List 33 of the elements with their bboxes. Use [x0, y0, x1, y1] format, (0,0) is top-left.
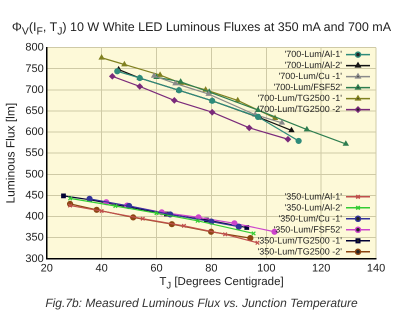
y-tick-label: 400 [25, 210, 44, 223]
legend-label: '700-Lum/Cu -1' [278, 71, 342, 82]
legend-label: '700-Lum/Al-2' [284, 60, 342, 70]
y-tick-label: 800 [25, 42, 44, 54]
legend-label: '700-Lum/FSF52' [274, 82, 342, 92]
legend-label: '350-Lum/Al-1' [284, 191, 342, 202]
legend-label: '350-Lum/Cu -1' [278, 213, 342, 224]
legend-label: '350-Lum/TG2500 -2' [258, 246, 342, 256]
y-tick-label: 550 [25, 147, 44, 160]
y-tick-label: 700 [25, 84, 44, 96]
legend-label: '350-Lum/FSF52' [274, 224, 342, 234]
y-axis-title: Luminous Flux [lm] [4, 102, 18, 204]
x-tick-label: 40 [96, 262, 108, 274]
y-tick-label: 750 [25, 62, 44, 75]
x-tick-label: 80 [205, 262, 218, 274]
x-axis-title: T$_{J}$ [Degrees Centigrade] [158, 276, 285, 292]
legend-label: '350-Lum/Al-2' [284, 202, 342, 212]
x-tick-label: 20 [40, 262, 53, 274]
caption: Fig.7b: Measured Luminous Flux vs. Junction Temperature [44, 296, 359, 310]
y-tick-label: 650 [25, 104, 44, 117]
y-tick-label: 500 [25, 168, 44, 180]
chart-title: Φ$_{V}$(I$_{F}$, T$_{J}$) 10 W White LED Luminous Fluxes at 350 mA and 700 mA [10, 20, 392, 38]
x-tick-label: 100 [257, 262, 276, 274]
x-tick-label: 140 [366, 262, 386, 274]
y-tick-label: 450 [25, 189, 44, 202]
x-tick-label: 120 [312, 262, 330, 274]
x-tick-label: 60 [150, 262, 163, 274]
y-tick-label: 300 [25, 252, 44, 265]
y-tick-label: 600 [25, 126, 44, 138]
legend-label: '700-Lum/Al-1' [284, 49, 342, 60]
y-tick-label: 350 [25, 232, 44, 244]
legend-label: '700-Lum/TG2500 -1' [258, 93, 342, 104]
legend-label: '350-Lum/TG2500 -1' [258, 235, 342, 246]
